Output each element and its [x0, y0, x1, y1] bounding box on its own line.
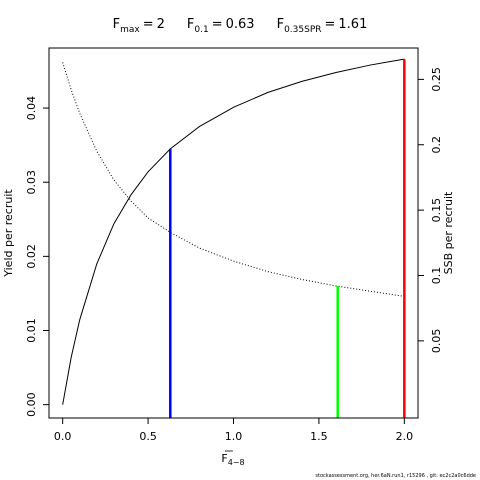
y-tick-label: 0.04	[25, 96, 38, 121]
title-subscript: 0.1	[194, 25, 208, 35]
title-subscript: max	[120, 25, 140, 35]
x-label-symbol: F	[221, 452, 227, 465]
y2-tick-label: 0.25	[430, 67, 443, 92]
y-tick-label: 0.02	[25, 244, 38, 269]
title-value: 0.63	[226, 17, 255, 32]
x-tick-label: 1.5	[310, 430, 328, 443]
x-axis-label: F4−8	[221, 452, 244, 467]
title-symbol: F	[187, 17, 194, 32]
y2-axis-label: SSB per recruit	[442, 191, 455, 274]
y2-tick-label: 0.1	[430, 267, 443, 285]
title-relation: =	[212, 17, 223, 32]
title-relation: =	[325, 17, 336, 32]
x-tick-label: 2.0	[396, 430, 414, 443]
title-symbol: F	[277, 17, 284, 32]
y2-tick-label: 0.05	[430, 329, 443, 354]
title-value: 2	[157, 17, 165, 32]
x-tick-label: 0.0	[54, 430, 72, 443]
x-tick-label: 0.5	[139, 430, 157, 443]
x-label-subscript: 4−8	[228, 458, 245, 467]
y-tick-label: 0.01	[25, 318, 38, 343]
footer: stockassessment.org, her.6aN.run1, r1529…	[315, 473, 476, 479]
series-line	[62, 62, 405, 297]
title-relation: =	[143, 17, 154, 32]
y2-tick-label: 0.2	[430, 136, 443, 154]
y2-tick-label: 0.15	[430, 198, 443, 223]
x-tick-label: 1.0	[225, 430, 243, 443]
y-axis-label: Yield per recruit	[2, 189, 15, 278]
title-symbol: F	[113, 17, 120, 32]
y-tick-label: 0.00	[25, 392, 38, 417]
chart-title: Fmax = 2 F0.1 = 0.63 F0.35SPR = 1.61	[113, 17, 368, 35]
title-value: 1.61	[338, 17, 367, 32]
plot-frame	[48, 47, 419, 419]
title-subscript: 0.35SPR	[284, 25, 321, 35]
y-tick-label: 0.03	[25, 170, 38, 195]
